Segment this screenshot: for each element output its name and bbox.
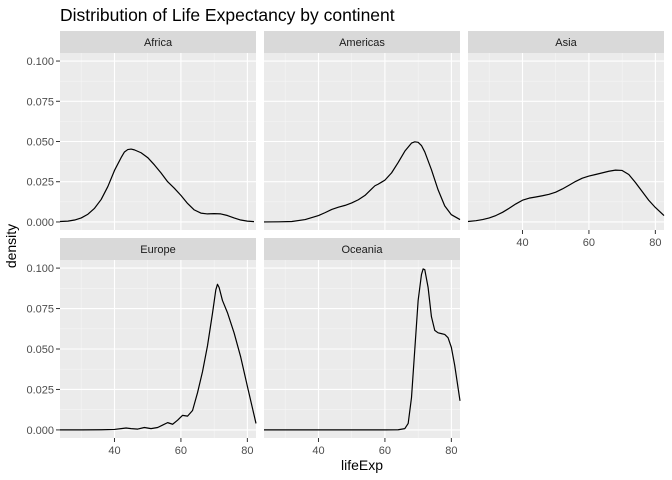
facet-strip-oceania — [264, 238, 460, 260]
x-tick-label: 40 — [516, 237, 528, 249]
x-tick-label: 40 — [312, 445, 324, 457]
facet-strip-americas — [264, 31, 460, 53]
y-tick-label: 0.100 — [26, 56, 54, 68]
y-tick-label: 0.075 — [26, 304, 54, 316]
panel-africa: Africa 0.000 0.025 0.050 0.075 0.100 — [26, 31, 256, 230]
panel-americas: Americas — [263, 31, 461, 230]
chart-title: Distribution of Life Expectancy by conti… — [60, 5, 395, 25]
density-line-oceania — [264, 268, 461, 431]
panel-asia: Asia 40 60 80 — [467, 31, 665, 249]
x-tick-label: 60 — [583, 237, 595, 249]
y-tick-label: 0.000 — [26, 217, 54, 229]
x-tick-label: 80 — [445, 445, 457, 457]
chart-panels: Africa 0.000 0.025 0.050 0.075 0.100 Americas A… — [26, 31, 665, 457]
facet-strip-europe — [60, 238, 256, 260]
panel-europe: Europe 0.000 0.025 0.050 0.075 0.100 40 60 80 — [26, 238, 257, 457]
density-line-europe — [60, 283, 257, 431]
y-tick-label: 0.025 — [26, 384, 54, 396]
facet-label-asia: Asia — [555, 37, 577, 49]
density-line-asia — [467, 169, 665, 223]
facet-label-americas: Americas — [339, 37, 385, 49]
y-tick-label: 0.025 — [26, 177, 54, 189]
density-line-africa — [59, 148, 255, 223]
x-tick-label: 80 — [241, 445, 253, 457]
x-tick-label: 60 — [175, 445, 187, 457]
facet-strip-africa — [60, 31, 256, 53]
facet-strip-asia — [468, 31, 664, 53]
x-tick-label: 40 — [108, 445, 120, 457]
y-tick-label: 0.075 — [26, 96, 54, 108]
facet-label-africa: Africa — [144, 37, 173, 49]
y-axis-title: density — [3, 224, 19, 268]
y-tick-label: 0.050 — [26, 137, 54, 149]
facet-label-oceania: Oceania — [342, 244, 384, 256]
y-tick-label: 0.100 — [26, 263, 54, 275]
y-tick-label: 0.050 — [26, 344, 54, 356]
density-line-americas — [263, 141, 461, 223]
panel-oceania: Oceania 40 60 80 — [264, 238, 461, 457]
x-axis-title: lifeExp — [341, 457, 383, 473]
x-tick-label: 80 — [649, 237, 661, 249]
x-tick-label: 60 — [379, 445, 391, 457]
facet-label-europe: Europe — [140, 244, 175, 256]
y-tick-label: 0.000 — [26, 425, 54, 437]
